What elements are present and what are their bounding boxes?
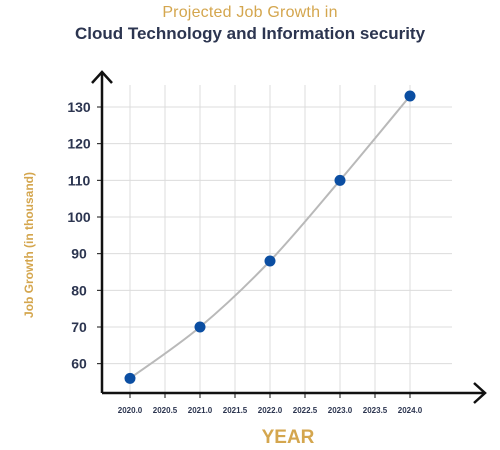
y-tick-label: 90 — [71, 246, 87, 262]
y-tick-label: 100 — [67, 209, 91, 225]
y-tick-label: 120 — [67, 136, 91, 152]
x-tick-label: 2023.5 — [363, 406, 388, 415]
x-axis-label: YEAR — [262, 427, 315, 448]
y-tick-label: 110 — [68, 172, 91, 188]
x-tick-label: 2021.5 — [223, 406, 248, 415]
data-point — [194, 321, 206, 333]
chart-title: Projected Job Growth in — [162, 4, 338, 21]
data-point — [264, 255, 276, 267]
y-tick-label: 80 — [71, 282, 87, 298]
y-tick-label: 60 — [71, 356, 87, 372]
data-point — [334, 174, 346, 186]
x-tick-label: 2024.0 — [398, 406, 423, 415]
x-tick-label: 2020.5 — [153, 406, 178, 415]
x-tick-label: 2021.0 — [188, 406, 213, 415]
x-tick-label: 2020.0 — [118, 406, 143, 415]
x-tick-label: 2022.5 — [293, 406, 318, 415]
grid — [102, 85, 452, 393]
x-tick-label: 2022.0 — [258, 406, 283, 415]
tick-labels: 2020.0 2020.5 2021.0 2021.5 2022.0 2022.5 2023… — [67, 99, 422, 415]
y-tick-label: 70 — [71, 319, 87, 335]
y-tick-label: 130 — [67, 99, 91, 115]
axes — [91, 70, 487, 404]
y-axis-arrow — [91, 70, 113, 84]
x-axis-arrow — [473, 382, 487, 404]
data-point — [404, 90, 416, 102]
y-axis-label: Job Growth (in thousand) — [22, 172, 36, 318]
series — [124, 90, 416, 384]
data-point — [124, 372, 136, 384]
x-tick-label: 2023.0 — [328, 406, 353, 415]
chart-subtitle: Cloud Technology and Information securit… — [74, 24, 426, 43]
